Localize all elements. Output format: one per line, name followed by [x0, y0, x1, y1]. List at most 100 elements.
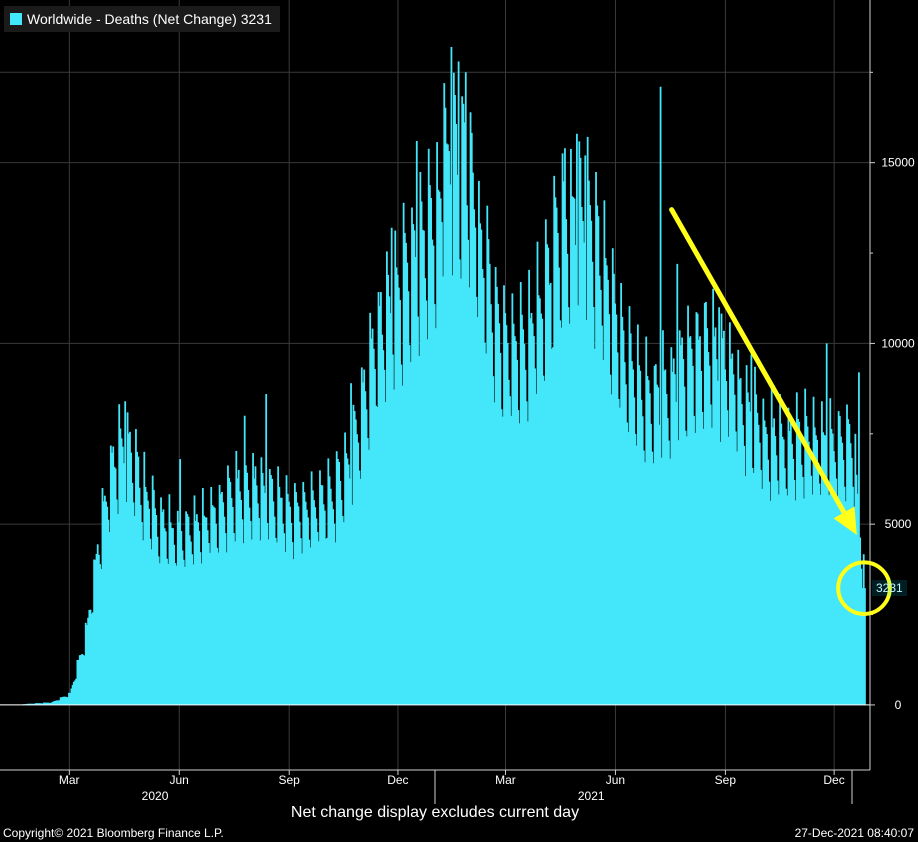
bar — [413, 230, 416, 705]
bar — [406, 262, 409, 705]
bar — [486, 205, 489, 705]
bar — [381, 334, 384, 705]
bar — [601, 325, 603, 705]
trend-arrow-shaft — [669, 207, 847, 515]
bar — [767, 459, 770, 705]
bar — [345, 453, 348, 705]
bar — [90, 613, 93, 705]
bar — [198, 530, 201, 705]
bar — [860, 568, 863, 705]
bar — [197, 522, 199, 705]
bar — [627, 432, 630, 705]
bar — [430, 198, 433, 705]
bar — [394, 230, 397, 705]
bar — [703, 302, 706, 705]
bar — [742, 425, 744, 705]
bar — [356, 434, 358, 705]
bar — [102, 501, 105, 705]
bar — [549, 282, 552, 705]
bar — [401, 385, 404, 705]
bar — [445, 143, 448, 705]
bar — [415, 140, 418, 705]
bar — [760, 469, 762, 705]
bar — [443, 83, 446, 705]
bar — [237, 469, 240, 705]
bar — [103, 495, 106, 705]
bar — [532, 336, 535, 705]
bar — [842, 460, 845, 705]
bar — [305, 509, 308, 705]
bar — [205, 517, 208, 705]
bar — [740, 404, 743, 705]
bar — [463, 122, 466, 705]
bar — [449, 184, 452, 705]
bar — [538, 298, 541, 705]
bar — [34, 703, 37, 705]
bar — [203, 515, 205, 705]
bar — [691, 366, 694, 705]
bar — [553, 175, 556, 705]
bar — [844, 501, 847, 705]
bar — [154, 508, 156, 705]
bar — [529, 318, 532, 705]
bar — [816, 439, 819, 705]
bar — [498, 323, 501, 705]
bar — [223, 516, 226, 705]
bar — [676, 263, 679, 705]
bar — [170, 527, 173, 705]
bar — [473, 209, 476, 705]
bar — [503, 285, 505, 705]
bar — [681, 337, 683, 705]
x-year-label: 2021 — [578, 789, 605, 803]
bar — [362, 382, 364, 705]
bar — [144, 487, 147, 705]
bar — [77, 659, 80, 705]
bar — [148, 508, 150, 705]
bar — [313, 500, 315, 705]
bar — [694, 432, 697, 705]
bar — [59, 697, 62, 705]
bar — [236, 478, 239, 705]
bar — [390, 227, 393, 705]
bar — [292, 559, 295, 705]
bar — [315, 518, 318, 705]
bar — [227, 465, 229, 705]
bar — [625, 384, 627, 705]
bar — [266, 522, 269, 705]
bar — [216, 547, 219, 705]
bar — [609, 374, 612, 705]
bar — [84, 622, 87, 705]
bar — [717, 380, 719, 705]
bar — [543, 380, 546, 705]
y-tick-label: 0 — [895, 698, 902, 712]
bar — [718, 307, 721, 705]
bar — [544, 219, 547, 705]
bar — [249, 521, 252, 705]
bar — [366, 438, 369, 705]
bar — [580, 206, 583, 705]
bar — [830, 428, 833, 705]
bar — [734, 431, 737, 705]
bar — [192, 564, 195, 705]
bar — [57, 700, 60, 705]
bar — [204, 517, 207, 705]
bar — [258, 518, 260, 705]
bar — [493, 402, 496, 705]
bar — [157, 556, 160, 705]
bar — [476, 317, 479, 705]
bar — [825, 343, 828, 705]
bar — [574, 245, 577, 705]
bar — [525, 401, 528, 705]
bar — [94, 559, 97, 705]
bar — [374, 369, 376, 705]
bar — [472, 172, 474, 705]
bar — [708, 365, 711, 705]
bar — [822, 432, 824, 705]
bar — [115, 499, 118, 705]
bar — [201, 488, 204, 705]
bar — [357, 442, 360, 705]
bar — [259, 540, 262, 705]
bar — [244, 465, 247, 705]
bar — [469, 112, 472, 705]
bar — [800, 464, 803, 705]
